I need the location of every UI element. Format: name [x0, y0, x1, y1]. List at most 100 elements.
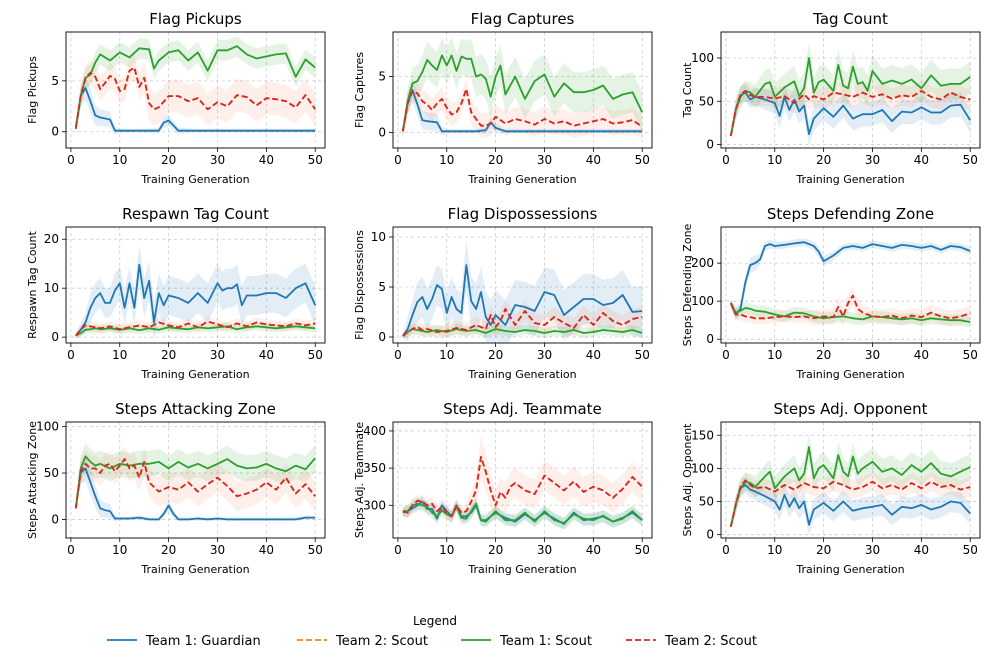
y-axis-label: Steps Adj. Opponent [681, 423, 694, 537]
grid [721, 32, 980, 148]
x-axis-label: Training Generation [795, 368, 904, 381]
x-tick-label: 0 [722, 153, 730, 167]
band-t2s [75, 446, 316, 512]
x-tick-label: 0 [67, 348, 75, 362]
x-tick-label: 40 [259, 348, 274, 362]
x-tick-label: 30 [537, 543, 552, 557]
subplot-title: Flag Dispossessions [448, 205, 598, 223]
series-line-t2sd [402, 308, 643, 337]
subplot-title: Steps Adj. Teammate [443, 400, 602, 418]
band-t2s [402, 434, 643, 523]
x-tick-label: 10 [439, 348, 454, 362]
subplot-title: Flag Pickups [149, 10, 242, 28]
axes-frame [720, 226, 981, 344]
x-tick-label: 40 [586, 543, 601, 557]
y-tick-label: 200 [691, 256, 714, 270]
band-t1g [730, 238, 971, 321]
x-tick-label: 0 [67, 543, 75, 557]
y-tick-label: 5 [378, 280, 386, 294]
y-tick-label: 100 [36, 420, 59, 434]
legend-item: Team 2: Scout [626, 634, 757, 649]
y-axis-label: Flag Captures [353, 52, 366, 128]
plot-area [402, 434, 643, 530]
y-tick-label: 0 [51, 512, 59, 526]
series-line-t2sd [729, 90, 971, 137]
series-line-t1g [75, 263, 317, 337]
series-line-t1g [729, 484, 971, 527]
band-t1g [75, 75, 316, 135]
axes-frame [65, 421, 326, 539]
plot-area [729, 433, 971, 536]
series-line-t1s [75, 325, 316, 337]
x-tick-label: 10 [767, 543, 782, 557]
y-tick-label: 50 [699, 94, 714, 108]
series-line-t2sd [74, 458, 316, 509]
series-line-t2sd [729, 479, 971, 527]
y-tick-label: 0 [51, 330, 59, 344]
axes-frame [720, 421, 981, 539]
band-t1s [402, 37, 643, 137]
y-tick-label: 300 [363, 498, 386, 512]
x-tick-label: 10 [112, 153, 127, 167]
x-axis-label: Training Generation [140, 368, 249, 381]
x-axis-label: Training Generation [467, 368, 576, 381]
y-axis-label: Flag Dispossessions [353, 230, 366, 340]
x-tick-label: 20 [488, 543, 503, 557]
x-tick-label: 40 [914, 153, 929, 167]
x-tick-label: 40 [259, 153, 274, 167]
plot-area [74, 443, 316, 522]
series-line-t1s [74, 45, 316, 129]
x-tick-label: 20 [161, 153, 176, 167]
x-axis-label: Training Generation [467, 173, 576, 186]
x-tick-label: 10 [767, 153, 782, 167]
y-tick-label: 5 [378, 70, 386, 84]
x-tick-label: 0 [67, 153, 75, 167]
x-tick-label: 50 [308, 348, 323, 362]
series-line-t1g [401, 89, 643, 133]
x-tick-label: 0 [722, 543, 730, 557]
x-tick-label: 50 [308, 153, 323, 167]
x-axis-label: Training Generation [795, 173, 904, 186]
grid [721, 422, 980, 538]
y-tick-label: 0 [51, 125, 59, 139]
x-tick-label: 0 [394, 348, 402, 362]
x-tick-label: 0 [394, 543, 402, 557]
y-tick-label: 0 [706, 138, 714, 152]
band-t1s [730, 299, 971, 328]
subplot-title: Flag Captures [471, 10, 575, 28]
series-line-t2sd [402, 455, 643, 518]
legend-label: Team 2: Scout [335, 634, 428, 649]
subplot-4: 0 10 20 30 40 50 0 10 20 Respawn Tag Count Trainin… [26, 205, 326, 381]
series-line-t1s [729, 446, 971, 527]
x-tick-label: 20 [816, 543, 831, 557]
y-tick-label: 100 [691, 51, 714, 65]
y-tick-label: 100 [691, 294, 714, 308]
x-tick-label: 50 [635, 153, 650, 167]
y-tick-label: 5 [51, 74, 59, 88]
x-tick-label: 30 [865, 348, 880, 362]
plot-area [729, 42, 971, 147]
band-t1s [730, 42, 971, 139]
y-tick-label: 10 [44, 281, 59, 295]
x-tick-label: 10 [112, 348, 127, 362]
y-axis-label: Respawn Tag Count [26, 231, 39, 339]
x-tick-label: 0 [722, 348, 730, 362]
x-axis-label: Training Generation [795, 563, 904, 576]
legend-item: Team 1: Guardian [107, 634, 261, 649]
x-axis-label: Training Generation [467, 563, 576, 576]
band-t1g [75, 245, 316, 342]
y-tick-label: 0 [378, 330, 386, 344]
band-t1s [75, 36, 316, 134]
band-t1g [75, 455, 316, 522]
y-axis-label: Steps Attacking Zone [26, 421, 39, 539]
series-line-t1g [729, 241, 971, 316]
subplot-title: Steps Defending Zone [767, 205, 934, 223]
y-axis-label: Steps Adj. Teammate [353, 422, 366, 538]
x-tick-label: 20 [816, 153, 831, 167]
y-axis-label: Tag Count [681, 62, 694, 118]
x-tick-label: 10 [439, 543, 454, 557]
series-line-t1s [402, 328, 643, 337]
